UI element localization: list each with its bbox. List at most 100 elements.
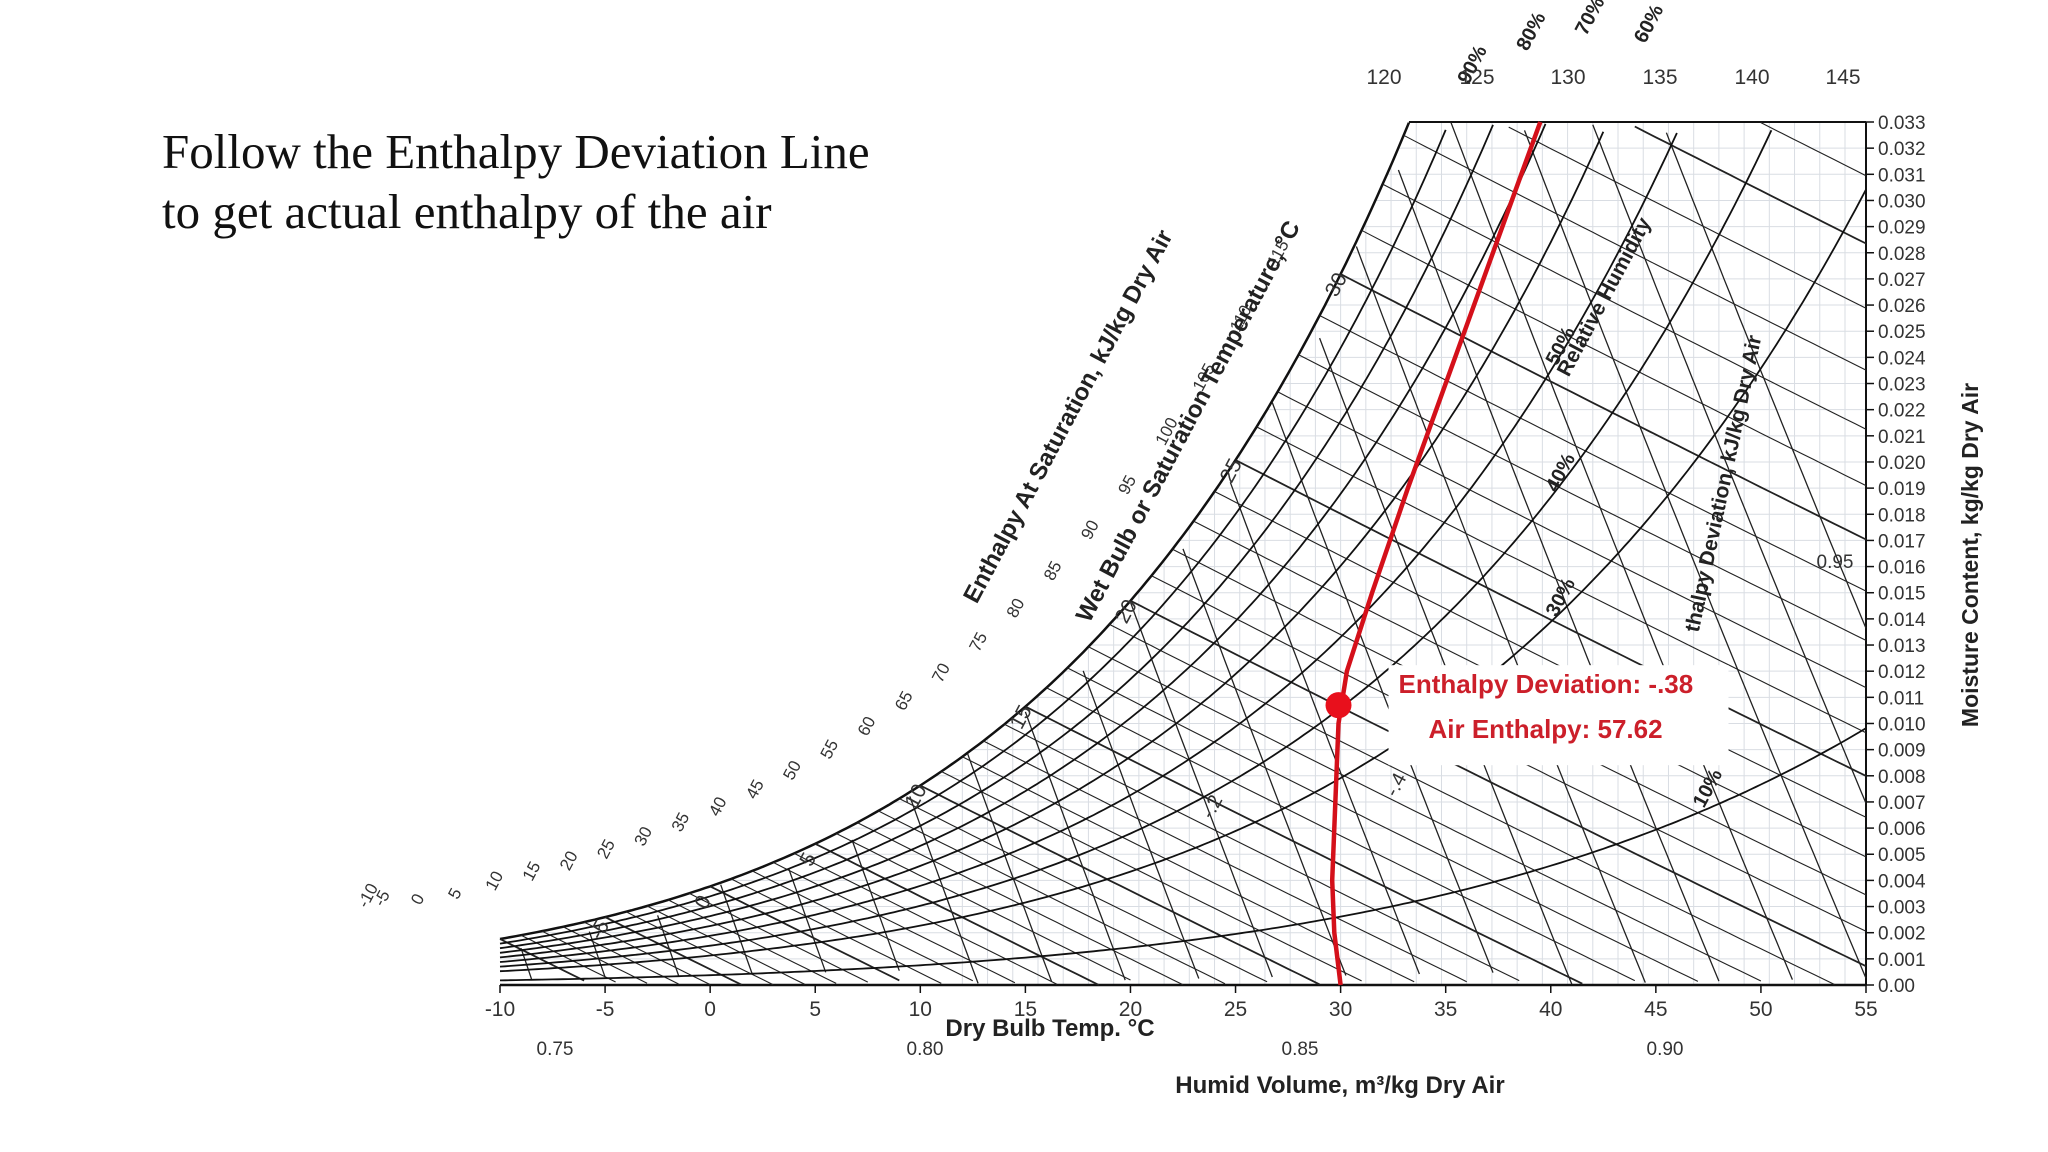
- wet-bulb-line: [1130, 599, 1867, 968]
- y-tick-label: 0.008: [1878, 767, 1926, 788]
- x-tick-label: 25: [1224, 998, 1247, 1021]
- humid-volume-tick-label: 0.80: [907, 1039, 944, 1060]
- top-enthalpy-tick-label: 135: [1642, 66, 1677, 89]
- wet-bulb-line: [1214, 491, 1867, 818]
- x-tick-label: 55: [1854, 998, 1877, 1021]
- wet-bulb-tick-label: 10: [900, 780, 931, 811]
- caption: Follow the Enthalpy Deviation Line to ge…: [162, 122, 870, 242]
- rh-curve: [499, 123, 1547, 954]
- y-tick-label: 0.00: [1878, 976, 1915, 997]
- humid-volume-line: [1450, 122, 1794, 980]
- top-enthalpy-tick-label: 125: [1459, 66, 1494, 89]
- y-tick-label: 0.032: [1878, 139, 1926, 160]
- y-tick-label: 0.033: [1878, 113, 1926, 134]
- wet-bulb-line: [1382, 183, 1867, 430]
- y-tick-label: 0.024: [1878, 348, 1926, 369]
- x-tick-label: 45: [1644, 998, 1667, 1021]
- wet-bulb-line: [962, 756, 1415, 983]
- humid-volume-line: [1024, 711, 1126, 981]
- x-axis-title: Dry Bulb Temp. °C: [945, 1015, 1154, 1042]
- wet-bulb-line: [983, 740, 1467, 983]
- wet-bulb-line: [1004, 723, 1520, 982]
- humid-volume-line: [1082, 670, 1200, 979]
- y-tick-label: 0.006: [1878, 819, 1926, 840]
- x-tick-label: 10: [909, 998, 932, 1021]
- y-tick-label: 0.005: [1878, 845, 1926, 866]
- y-tick-label: 0.013: [1878, 636, 1926, 657]
- y-tick-label: 0.002: [1878, 924, 1926, 945]
- chart-grid: [500, 121, 1866, 986]
- humid-volume-line: [1355, 246, 1646, 983]
- rh-curve: [499, 124, 1494, 950]
- rh-curve: [499, 727, 1867, 982]
- wet-bulb-line: [625, 911, 774, 986]
- y-tick-label: 0.027: [1878, 270, 1926, 291]
- saturation-enthalpy-tick-label: 80: [1003, 595, 1029, 621]
- rh-curve-label: 70%: [1571, 0, 1609, 39]
- saturation-enthalpy-tick-label: 90: [1077, 517, 1103, 543]
- wet-bulb-line: [941, 771, 1362, 982]
- rh-curve-label: 30%: [1542, 574, 1580, 620]
- x-tick-label: 35: [1434, 998, 1457, 1021]
- y-tick-label: 0.026: [1878, 296, 1926, 317]
- wet-bulb-line: [919, 784, 1320, 986]
- state-point-marker: [1325, 692, 1352, 719]
- humid-volume-line: [1271, 402, 1494, 973]
- wet-bulb-line: [1256, 426, 1867, 734]
- saturation-enthalpy-tick-label: 45: [742, 776, 768, 802]
- saturation-enthalpy-tick-label: 85: [1040, 558, 1066, 584]
- humid-volume-line: [1397, 169, 1720, 982]
- saturation-enthalpy-tick-label: 5: [444, 885, 465, 902]
- y-tick-label: 0.022: [1878, 401, 1926, 422]
- y-tick-label: 0.001: [1878, 950, 1926, 971]
- wet-bulb-line: [1067, 667, 1699, 982]
- wet-bulb-line: [1760, 122, 1867, 177]
- chart-guide-lines: [499, 121, 1867, 987]
- y-tick-label: 0.004: [1878, 871, 1926, 892]
- saturation-enthalpy-axis-title: Enthalpy At Saturation, kJ/kg Dry Air: [958, 225, 1178, 607]
- y-tick-label: 0.023: [1878, 375, 1926, 396]
- humid-volume-tick-label: 0.75: [537, 1039, 574, 1060]
- wet-bulb-line: [667, 899, 837, 984]
- saturation-curve: [499, 122, 1411, 941]
- saturation-enthalpy-tick-label: 75: [966, 629, 992, 655]
- y-tick-label: 0.021: [1878, 427, 1926, 448]
- y-tick-label: 0.014: [1878, 610, 1926, 631]
- top-enthalpy-tick-label: 140: [1734, 66, 1769, 89]
- saturation-enthalpy-tick-label: 10: [482, 868, 508, 894]
- saturation-enthalpy-tick-label: 50: [779, 757, 805, 783]
- rh-curve-label: 60%: [1630, 1, 1668, 47]
- wet-bulb-line: [1024, 705, 1583, 985]
- x-tick-label: 15: [1014, 998, 1037, 1021]
- top-enthalpy-tick-label: 130: [1550, 66, 1585, 89]
- y-tick-label: 0.030: [1878, 191, 1926, 212]
- y-tick-label: 0.018: [1878, 505, 1926, 526]
- saturation-enthalpy-tick-label: 55: [817, 736, 843, 762]
- wet-bulb-line: [709, 885, 900, 982]
- rh-curve-label: 10%: [1689, 765, 1727, 811]
- humid-volume-line: [1229, 482, 1421, 975]
- wet-bulb-line: [1508, 126, 1867, 309]
- rh-curve-label: 40%: [1542, 450, 1580, 496]
- wet-bulb-line: [878, 810, 1226, 985]
- saturation-enthalpy-tick-label: 25: [593, 836, 619, 862]
- enthalpy-deviation-text: Enthalpy Deviation: -.38: [1399, 669, 1694, 699]
- saturation-enthalpy-tick-label: 65: [891, 688, 917, 714]
- rh-curve: [499, 189, 1867, 973]
- wet-bulb-line: [793, 852, 1058, 985]
- wet-bulb-line: [646, 905, 805, 985]
- rh-curve: [499, 129, 1447, 945]
- wet-bulb-tick-label: 30: [1321, 269, 1352, 300]
- saturation-enthalpy-tick-label: 20: [556, 848, 582, 874]
- saturation-enthalpy-tick-label: 60: [854, 713, 880, 739]
- caption-line-2: to get actual enthalpy of the air: [162, 184, 772, 239]
- y-tick-label: 0.031: [1878, 165, 1926, 186]
- saturation-enthalpy-tick-label: 30: [631, 823, 657, 849]
- y-tick-label: 0.016: [1878, 558, 1926, 579]
- rh-curve: [499, 129, 1773, 968]
- humid-volume-line: [909, 796, 979, 984]
- wet-bulb-line: [835, 833, 1131, 981]
- y-tick-label: 0.010: [1878, 714, 1926, 735]
- y-tick-label: 0.007: [1878, 793, 1926, 814]
